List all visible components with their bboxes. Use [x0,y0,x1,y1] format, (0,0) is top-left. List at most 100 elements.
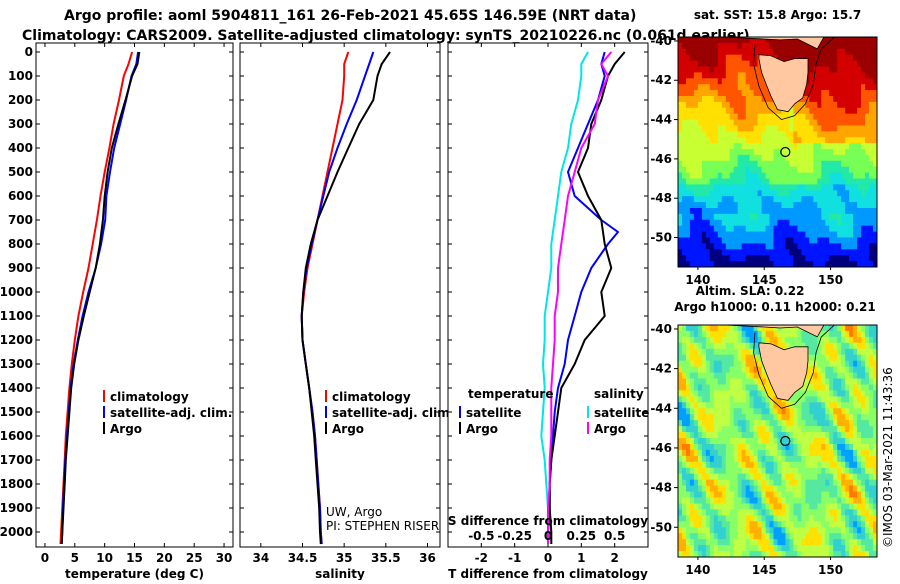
sst-cell [705,231,711,239]
sst-cell [821,107,826,115]
sla-cell [793,515,798,522]
sst-cell [729,125,735,132]
sst-cell [678,125,683,132]
sst-cell [805,101,810,109]
sst-cell [769,231,775,239]
sst-cell [769,208,775,215]
sla-cell [801,491,806,499]
sla-cell [821,378,826,385]
sst-cell [773,166,779,174]
sla-cell [853,557,858,564]
sst-cell [873,96,877,103]
sst-cell [873,261,877,267]
sst-cell [781,166,787,174]
sla-cell [721,325,727,332]
sst-cell [861,101,866,109]
sla-cell [686,384,691,391]
sla-cell [689,408,695,415]
sla-cell [805,390,810,397]
sst-cell [701,143,707,150]
sla-cell [821,444,826,451]
sla-cell [682,432,687,439]
sla-cell [765,325,771,332]
sla-cell [757,485,763,493]
sst-cell [865,208,870,215]
sla-cell [789,533,794,540]
sst-cell [829,196,834,203]
sst-cell [841,96,846,103]
sst-cell [757,96,763,103]
sst-cell [761,42,767,50]
sst-cell [789,37,794,44]
sla-cell [869,426,874,433]
sla-cell [873,497,877,504]
sst-cell [873,131,877,138]
sla-cell [697,551,703,557]
sla-cell [785,527,791,534]
sst-cell [785,160,791,168]
sst-cell [785,42,791,50]
sst-cell [837,60,842,68]
sla-cell [773,396,779,403]
sst-cell [737,143,743,150]
sst-cell [729,54,735,62]
sst-cell [837,96,842,103]
sla-cell [837,426,842,433]
y-tick-label: 1800 [0,477,33,491]
x-axis-label: salinity [315,567,365,580]
sla-cell [705,503,711,510]
sst-cell [729,237,735,244]
sla-cell [705,521,711,528]
sst-cell [718,267,723,274]
sst-cell [801,54,806,62]
sst-cell [825,261,830,267]
sla-cell [849,557,854,564]
sst-cell [781,219,787,227]
sst-cell [689,90,695,97]
y-tick-label: 1600 [0,429,33,443]
sla-cell [793,426,798,433]
sst-cell [821,172,826,180]
sla-cell [813,390,818,397]
sla-cell [686,408,691,415]
sla-cell [805,473,810,481]
sla-cell [817,354,822,362]
sst-cell [853,125,858,132]
sst-cell [805,196,810,203]
sst-cell [797,225,802,233]
sla-cell [729,438,735,445]
sst-cell [745,78,751,85]
sst-cell [717,202,723,209]
sst-cell [857,178,862,185]
sst-cell [713,184,719,191]
sst-cell [737,60,743,68]
sst-cell [797,101,802,109]
sla-cell [805,384,810,391]
sla-cell [721,396,727,403]
sst-cell [877,61,882,68]
sst-cell [877,67,882,74]
sst-cell [821,42,826,50]
sla-cell [709,551,715,557]
sla-cell [849,372,854,380]
sst-cell [805,255,810,262]
sla-cell [853,497,858,504]
sla-cell [865,521,870,528]
sst-cell [785,243,791,250]
sla-cell [805,533,810,540]
sla-cell [689,330,695,338]
sla-cell [857,325,862,332]
sla-cell [837,336,842,344]
sst-cell [757,48,763,56]
sla-cell [797,408,802,415]
sst-cell [733,131,739,138]
sst-cell [797,42,802,50]
sst-cell [689,143,695,150]
sst-cell [849,119,854,127]
sla-cell [825,545,830,552]
sst-cell [773,196,779,203]
sla-cell [717,467,723,475]
sla-cell [689,348,695,356]
lat-tick-label: -46 [650,441,672,455]
sla-cell [678,455,683,463]
